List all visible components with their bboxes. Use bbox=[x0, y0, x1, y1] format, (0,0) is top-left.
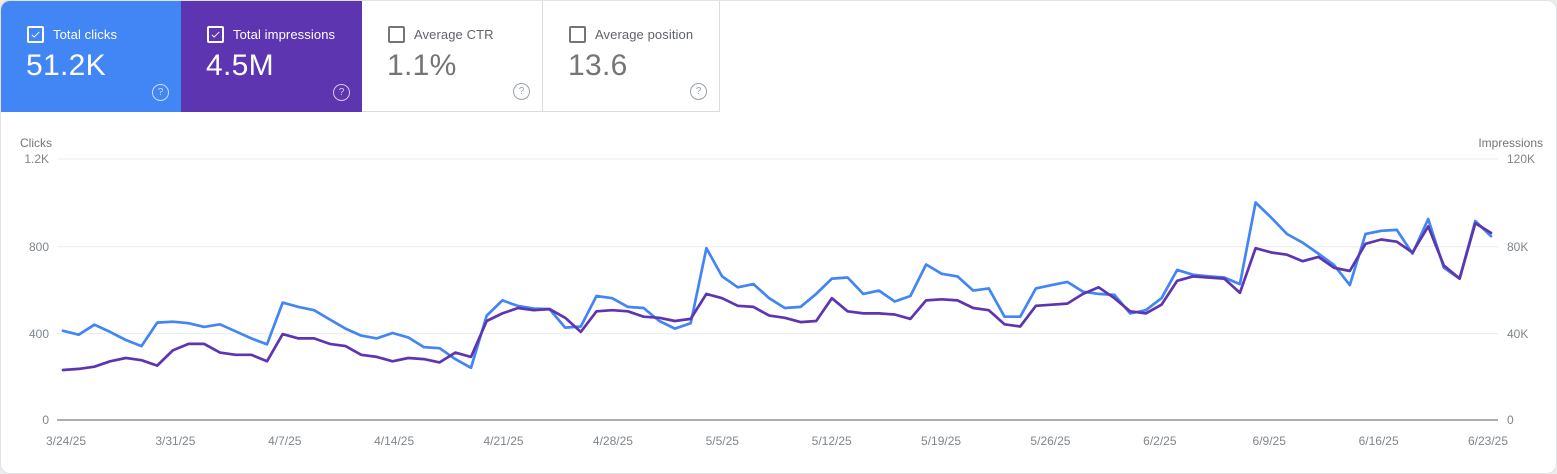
left-axis-tick: 400 bbox=[28, 326, 49, 341]
right-axis-tick: 120K bbox=[1507, 152, 1536, 166]
metric-label: Average position bbox=[595, 27, 694, 42]
left-axis-tick: 0 bbox=[42, 413, 49, 427]
right-axis-title: Impressions bbox=[1478, 136, 1543, 150]
x-axis-tick: 5/26/25 bbox=[1030, 434, 1071, 448]
left-axis-title: Clicks bbox=[20, 136, 52, 150]
help-icon[interactable]: ? bbox=[152, 84, 169, 101]
x-axis-tick: 6/9/25 bbox=[1252, 434, 1286, 448]
metric-label: Total impressions bbox=[233, 27, 336, 42]
x-axis-tick: 6/16/25 bbox=[1358, 434, 1399, 448]
right-axis-tick: 80K bbox=[1507, 239, 1529, 254]
help-glyph: ? bbox=[338, 87, 345, 98]
x-axis-tick: 4/14/25 bbox=[374, 434, 415, 448]
help-icon[interactable]: ? bbox=[513, 83, 530, 100]
total-clicks-checkbox[interactable] bbox=[27, 26, 44, 43]
checkmark-icon bbox=[211, 31, 220, 38]
metric-value: 4.5M bbox=[206, 49, 274, 82]
metric-value: 51.2K bbox=[26, 49, 106, 82]
help-icon[interactable]: ? bbox=[690, 83, 707, 100]
total-impressions-checkbox[interactable] bbox=[207, 26, 224, 43]
right-axis-tick: 40K bbox=[1507, 326, 1529, 341]
left-axis-tick: 1.2K bbox=[24, 152, 49, 166]
help-glyph: ? bbox=[157, 87, 164, 98]
x-axis-tick: 3/31/25 bbox=[155, 434, 196, 448]
left-axis-tick: 800 bbox=[28, 239, 49, 254]
x-axis-tick: 6/2/25 bbox=[1143, 434, 1177, 448]
checkmark-icon bbox=[31, 31, 40, 38]
clicks-line[interactable] bbox=[61, 201, 1493, 370]
metric-card-average-position[interactable]: Average position 13.6 ? bbox=[543, 1, 720, 112]
average-ctr-checkbox[interactable] bbox=[388, 26, 405, 43]
average-position-checkbox[interactable] bbox=[569, 26, 586, 43]
help-glyph: ? bbox=[518, 86, 525, 97]
metric-card-total-clicks[interactable]: Total clicks 51.2K ? bbox=[1, 1, 181, 112]
metric-value: 13.6 bbox=[568, 49, 628, 82]
x-axis-tick: 4/7/25 bbox=[268, 434, 302, 448]
impressions-line[interactable] bbox=[61, 221, 1493, 372]
x-axis-tick: 4/28/25 bbox=[592, 434, 633, 448]
metric-card-average-ctr[interactable]: Average CTR 1.1% ? bbox=[362, 1, 543, 112]
help-glyph: ? bbox=[695, 86, 702, 97]
x-axis-tick: 5/5/25 bbox=[705, 434, 739, 448]
x-axis-tick: 3/24/25 bbox=[45, 434, 87, 448]
metric-card-total-impressions[interactable]: Total impressions 4.5M ? bbox=[181, 1, 362, 112]
x-axis-tick: 6/23/25 bbox=[1467, 434, 1509, 448]
right-axis-tick: 0 bbox=[1507, 413, 1514, 427]
metric-label: Average CTR bbox=[414, 27, 494, 42]
x-axis-tick: 5/12/25 bbox=[811, 434, 852, 448]
metric-value: 1.1% bbox=[387, 49, 457, 82]
help-icon[interactable]: ? bbox=[333, 84, 350, 101]
x-axis-tick: 5/19/25 bbox=[921, 434, 962, 448]
metric-label: Total clicks bbox=[53, 27, 118, 42]
x-axis-tick: 4/21/25 bbox=[483, 434, 524, 448]
